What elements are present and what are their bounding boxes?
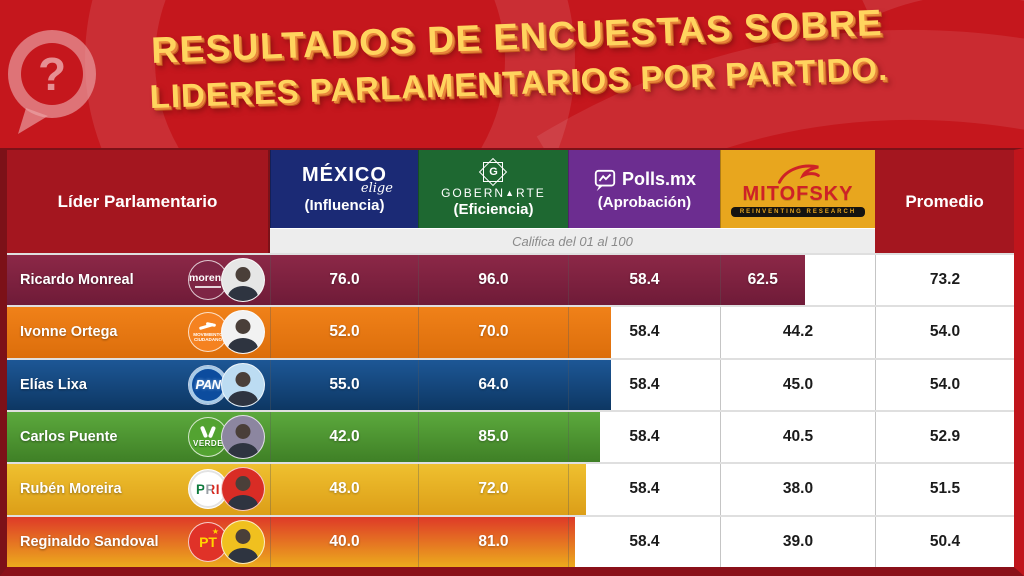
party-color-bar <box>7 516 575 567</box>
table-row-ruben-moreira: Rubén Moreira PRI 48.0 72.0 58.4 38.0 51… <box>7 462 1014 515</box>
leader-badges: morena <box>188 258 266 303</box>
score-promedio: 52.9 <box>875 411 1014 463</box>
score-promedio: 54.0 <box>875 359 1014 410</box>
score-pollsmx: 58.4 <box>567 255 720 306</box>
leader-name: Ricardo Monreal <box>20 272 134 289</box>
party-color-bar <box>7 307 612 358</box>
leader-cell: Rubén Moreira PRI <box>7 464 270 514</box>
column-header-pollsmx: Polls.mx (Aprobación) <box>567 150 720 228</box>
score-gobernarte: 85.0 <box>417 411 568 463</box>
leader-photo <box>221 519 266 564</box>
star-icon: ★ <box>211 526 220 536</box>
score-gobernarte: 64.0 <box>417 359 568 410</box>
score-mitofsky: 38.0 <box>719 464 875 515</box>
results-table: Líder Parlamentario MÉXICO elige (Influe… <box>0 148 1024 576</box>
gobernarte-logo-text: GOBERN▲RTE <box>441 186 546 200</box>
eagle-icon <box>199 322 217 331</box>
column-header-leader: Líder Parlamentario <box>7 150 271 253</box>
mexico-elige-logo: MÉXICO elige <box>302 163 393 196</box>
column-header-gobernarte: G GOBERN▲RTE (Eficiencia) <box>417 150 568 228</box>
score-mitofsky: 39.0 <box>719 516 875 567</box>
table-row-carlos-puente: Carlos Puente VERDE 42.0 85.0 58.4 40.5 … <box>7 409 1014 463</box>
column-header-mitofsky: MITOFSKY REINVENTING RESEARCH <box>719 150 876 228</box>
leader-photo <box>221 467 266 512</box>
table-row-ivonne-ortega: Ivonne Ortega MOVIMIENTO CIUDADANO 52.0 … <box>7 305 1014 358</box>
question-bubble-icon: ? <box>0 22 114 140</box>
leader-photo <box>221 310 266 355</box>
hero-banner: ? RESULTADOS DE ENCUESTAS SOBRE LIDERES … <box>0 0 1024 148</box>
party-color-bar <box>7 255 805 306</box>
score-mexico-elige: 40.0 <box>270 516 418 567</box>
leader-name: Carlos Puente <box>20 429 118 446</box>
score-mexico-elige: 55.0 <box>270 359 418 410</box>
score-pollsmx: 58.4 <box>567 411 720 463</box>
table-row-ricardo-monreal: Ricardo Monreal morena 76.0 96.0 58.4 62… <box>7 253 1014 306</box>
table-row-reginaldo-sandoval: Reginaldo Sandoval PT ★ 40.0 81.0 58.4 3… <box>7 514 1014 567</box>
score-gobernarte: 72.0 <box>417 464 568 515</box>
table-body: Ricardo Monreal morena 76.0 96.0 58.4 62… <box>7 253 1014 567</box>
score-promedio: 54.0 <box>875 307 1014 358</box>
score-mitofsky: 45.0 <box>719 359 875 410</box>
leader-name: Elías Lixa <box>20 376 87 393</box>
leader-badges: PT ★ <box>188 519 266 564</box>
verde-v-icon <box>200 426 216 438</box>
leader-badges: MOVIMIENTO CIUDADANO <box>188 310 266 355</box>
leader-badges: PAN <box>188 362 266 407</box>
leader-badges: VERDE <box>188 415 266 460</box>
party-color-bar <box>7 359 612 410</box>
score-promedio: 73.2 <box>875 255 1014 306</box>
score-gobernarte: 81.0 <box>417 516 568 567</box>
score-mexico-elige: 42.0 <box>270 411 418 463</box>
leader-cell: Carlos Puente VERDE <box>7 412 270 462</box>
metric-aprobacion: (Aprobación) <box>597 193 692 211</box>
metric-influencia: (Influencia) <box>304 196 385 214</box>
mitofsky-logo-text: MITOFSKY <box>742 182 854 205</box>
leader-name: Ivonne Ortega <box>20 324 118 341</box>
mitofsky-tagline: REINVENTING RESEARCH <box>730 206 866 217</box>
score-mitofsky: 62.5 <box>719 255 805 306</box>
score-mitofsky: 40.5 <box>719 411 875 463</box>
leader-cell: Ivonne Ortega MOVIMIENTO CIUDADANO <box>7 307 270 357</box>
score-gobernarte: 70.0 <box>417 307 568 358</box>
leader-badges: PRI <box>188 467 266 512</box>
column-header-mexico-elige: MÉXICO elige (Influencia) <box>270 150 418 228</box>
metric-eficiencia: (Eficiencia) <box>453 201 534 218</box>
score-pollsmx: 58.4 <box>567 307 720 358</box>
score-pollsmx: 58.4 <box>567 516 720 567</box>
column-header-promedio: Promedio <box>875 150 1014 253</box>
pollsmx-bubble-icon <box>594 169 616 191</box>
gobernarte-logo-icon: G <box>479 157 508 187</box>
party-color-bar <box>7 464 587 515</box>
leader-cell: Elías Lixa PAN <box>7 360 270 410</box>
party-color-bar <box>7 411 601 463</box>
score-pollsmx: 58.4 <box>567 359 720 410</box>
table-row-elias-lixa: Elías Lixa PAN 55.0 64.0 58.4 45.0 54.0 <box>7 357 1014 410</box>
background-swoosh <box>85 0 1024 148</box>
leader-name: Reginaldo Sandoval <box>20 533 159 550</box>
leader-photo <box>221 415 266 460</box>
leader-cell: Ricardo Monreal morena <box>7 255 270 305</box>
score-mitofsky: 44.2 <box>719 307 875 358</box>
scale-note: Califica del 01 al 100 <box>270 228 876 253</box>
score-promedio: 51.5 <box>875 464 1014 515</box>
pollsmx-logo-text: Polls.mx <box>621 169 696 189</box>
score-mexico-elige: 76.0 <box>270 255 418 306</box>
score-mexico-elige: 52.0 <box>270 307 418 358</box>
mitofsky-bird-icon <box>777 164 820 184</box>
leader-photo <box>221 362 266 407</box>
leader-name: Rubén Moreira <box>20 481 122 498</box>
score-mexico-elige: 48.0 <box>270 464 418 515</box>
table-header: Líder Parlamentario MÉXICO elige (Influe… <box>7 150 1014 253</box>
score-pollsmx: 58.4 <box>567 464 720 515</box>
party-logo-movimiento-ciudadano: MOVIMIENTO CIUDADANO <box>188 312 229 353</box>
score-promedio: 50.4 <box>875 516 1014 567</box>
leader-cell: Reginaldo Sandoval PT ★ <box>7 517 270 567</box>
leader-photo <box>221 258 266 303</box>
score-gobernarte: 96.0 <box>417 255 568 306</box>
svg-text:?: ? <box>38 48 66 100</box>
